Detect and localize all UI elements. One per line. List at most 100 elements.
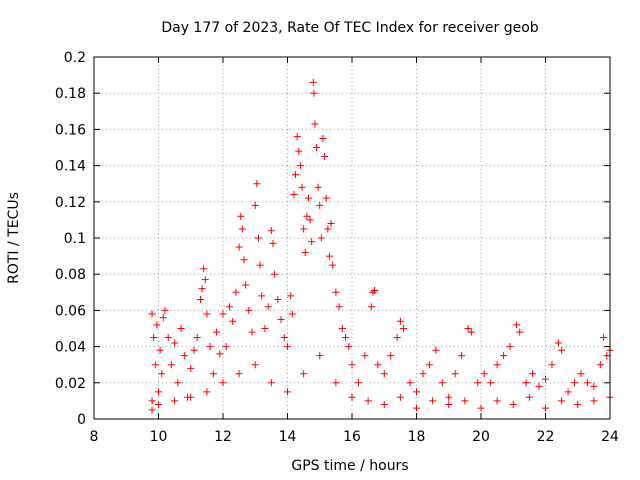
data-point	[314, 183, 322, 191]
data-point	[287, 292, 295, 300]
data-point	[229, 317, 237, 325]
data-point	[288, 310, 296, 318]
x-axis: 8 10 12 14 16 18 20 22 24	[90, 57, 619, 445]
y-tick-label: 0.1	[64, 231, 86, 247]
data-point	[316, 352, 324, 360]
data-point	[322, 194, 330, 202]
data-point	[235, 370, 243, 378]
data-point	[200, 265, 208, 273]
data-point	[400, 325, 408, 332]
data-point	[240, 256, 248, 264]
data-point	[317, 234, 325, 242]
y-tick-label: 0.02	[55, 376, 86, 392]
y-tick-label: 0.04	[55, 340, 86, 356]
data-point	[174, 379, 182, 387]
data-point	[583, 379, 591, 387]
data-point	[558, 346, 566, 354]
y-tick-label: 0.08	[55, 267, 86, 283]
data-point	[150, 334, 158, 342]
data-point	[295, 147, 303, 155]
x-tick-label: 12	[214, 429, 232, 445]
data-point	[335, 303, 343, 311]
data-point	[396, 317, 404, 325]
data-point	[332, 288, 340, 296]
y-tick-label: 0	[77, 412, 86, 428]
data-point	[432, 346, 440, 354]
data-point	[321, 153, 329, 161]
data-point	[151, 361, 159, 369]
data-point	[338, 325, 346, 332]
data-point	[277, 315, 285, 323]
data-point	[161, 306, 169, 314]
data-point	[148, 406, 156, 414]
data-point	[413, 388, 420, 396]
x-tick-label: 16	[343, 429, 361, 445]
data-point	[425, 361, 433, 369]
data-point	[196, 296, 204, 304]
data-point	[548, 361, 556, 369]
data-point	[177, 325, 185, 332]
data-point	[225, 303, 233, 311]
data-point	[364, 397, 372, 405]
data-point	[171, 397, 179, 405]
data-point	[148, 397, 156, 405]
data-point	[300, 225, 308, 233]
data-point	[590, 397, 598, 405]
data-point	[164, 334, 172, 342]
data-point	[190, 346, 198, 354]
data-point	[167, 361, 175, 369]
y-tick-label: 0.18	[55, 86, 86, 102]
data-point	[242, 281, 250, 289]
data-point	[311, 120, 319, 128]
data-point	[253, 180, 261, 188]
data-point	[342, 334, 350, 342]
grid-lines	[94, 57, 610, 419]
data-point	[155, 388, 162, 396]
data-point	[219, 310, 227, 318]
data-point	[280, 334, 288, 342]
data-point	[367, 303, 375, 311]
data-point	[458, 352, 466, 360]
data-point	[361, 352, 369, 360]
data-point	[158, 370, 166, 378]
data-point	[216, 350, 224, 358]
data-point	[261, 325, 269, 332]
data-point	[148, 310, 156, 318]
data-point	[213, 328, 221, 336]
data-point	[269, 239, 277, 247]
y-axis: 0 0.02 0.04 0.06 0.08 0.1 0.12 0.14 0.16 0.18 0.2	[55, 50, 610, 428]
data-points	[148, 78, 614, 414]
data-point	[480, 370, 488, 378]
data-point	[558, 397, 566, 405]
data-point	[354, 379, 362, 387]
data-point	[493, 361, 501, 369]
data-point	[329, 261, 337, 269]
data-point	[306, 216, 314, 224]
x-tick-label: 10	[150, 429, 168, 445]
data-point	[308, 238, 316, 246]
x-tick-label: 18	[408, 429, 426, 445]
data-point	[574, 401, 582, 409]
data-point	[396, 393, 404, 401]
data-point	[267, 379, 275, 387]
data-point	[542, 404, 549, 412]
data-point	[438, 379, 446, 387]
data-point	[387, 352, 395, 360]
data-point	[304, 194, 312, 202]
data-point	[324, 225, 332, 233]
data-point	[348, 361, 356, 369]
data-point	[603, 352, 611, 360]
data-point	[309, 78, 317, 86]
data-point	[159, 314, 167, 322]
data-point	[267, 227, 275, 235]
data-point	[313, 144, 321, 151]
data-point	[187, 364, 195, 372]
data-point	[155, 401, 162, 409]
data-point	[464, 325, 472, 332]
y-axis-label: ROTI / TECUs	[6, 192, 22, 284]
data-point	[600, 334, 608, 342]
data-point	[522, 379, 530, 387]
data-point	[180, 352, 188, 360]
data-point	[327, 220, 335, 228]
